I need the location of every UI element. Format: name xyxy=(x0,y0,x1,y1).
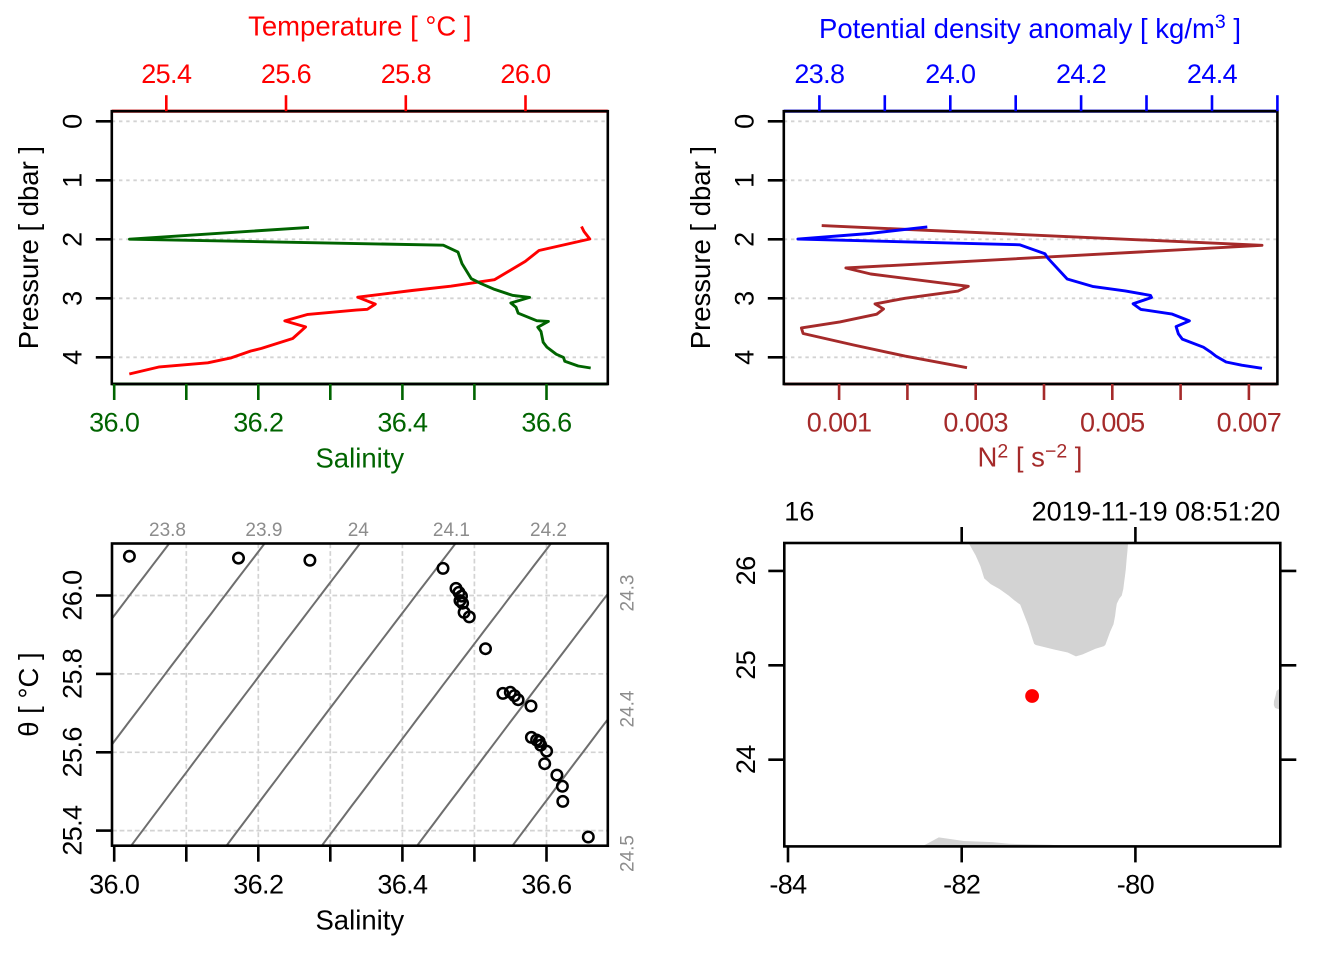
svg-text:Salinity: Salinity xyxy=(315,905,404,936)
svg-text:26: 26 xyxy=(731,556,761,585)
svg-text:2: 2 xyxy=(730,232,760,247)
svg-text:Pressure [ dbar ]: Pressure [ dbar ] xyxy=(13,146,44,349)
svg-text:24.3: 24.3 xyxy=(618,575,639,612)
svg-text:26.0: 26.0 xyxy=(500,59,550,89)
svg-text:Pressure [ dbar ]: Pressure [ dbar ] xyxy=(685,146,716,349)
svg-text:24.2: 24.2 xyxy=(1056,59,1106,89)
svg-text:23.8: 23.8 xyxy=(149,520,186,541)
svg-text:0.001: 0.001 xyxy=(807,408,872,438)
svg-text:24: 24 xyxy=(731,745,761,774)
svg-text:0.003: 0.003 xyxy=(943,408,1008,438)
svg-text:24.4: 24.4 xyxy=(618,690,639,727)
svg-text:36.4: 36.4 xyxy=(377,408,428,438)
svg-text:4: 4 xyxy=(730,350,760,365)
svg-text:23.9: 23.9 xyxy=(245,520,282,541)
svg-text:36.4: 36.4 xyxy=(377,870,428,900)
svg-text:25.6: 25.6 xyxy=(261,59,311,89)
svg-text:3: 3 xyxy=(58,291,88,306)
svg-text:26.0: 26.0 xyxy=(58,570,88,620)
svg-text:25.8: 25.8 xyxy=(58,649,88,699)
svg-text:0: 0 xyxy=(58,114,88,129)
svg-text:2019-11-19 08:51:20: 2019-11-19 08:51:20 xyxy=(1032,497,1281,527)
svg-text:23.8: 23.8 xyxy=(794,59,844,89)
svg-text:36.0: 36.0 xyxy=(89,408,139,438)
svg-text:θ [ °C ]: θ [ °C ] xyxy=(13,652,44,736)
svg-text:1: 1 xyxy=(730,173,760,188)
svg-text:25.4: 25.4 xyxy=(58,805,88,856)
svg-text:-82: -82 xyxy=(943,870,980,900)
svg-text:1: 1 xyxy=(58,173,88,188)
svg-text:3: 3 xyxy=(730,291,760,306)
svg-text:24.4: 24.4 xyxy=(1187,59,1238,89)
svg-text:Temperature [ °C ]: Temperature [ °C ] xyxy=(248,11,471,42)
svg-text:24.1: 24.1 xyxy=(433,520,470,541)
svg-text:25: 25 xyxy=(731,651,761,680)
svg-text:36.0: 36.0 xyxy=(89,870,139,900)
svg-text:36.6: 36.6 xyxy=(521,408,571,438)
svg-text:36.2: 36.2 xyxy=(233,870,283,900)
svg-text:-80: -80 xyxy=(1117,870,1154,900)
svg-text:24.2: 24.2 xyxy=(530,520,567,541)
svg-text:36.6: 36.6 xyxy=(521,870,571,900)
svg-text:25.4: 25.4 xyxy=(141,59,192,89)
svg-text:4: 4 xyxy=(58,350,88,365)
svg-text:24.5: 24.5 xyxy=(618,835,639,872)
svg-text:0.007: 0.007 xyxy=(1217,408,1282,438)
svg-text:-84: -84 xyxy=(769,870,807,900)
svg-text:N2 [ s−2 ]: N2 [ s−2 ] xyxy=(978,441,1083,473)
svg-text:16: 16 xyxy=(784,497,814,527)
svg-text:24: 24 xyxy=(348,520,370,541)
svg-text:25.8: 25.8 xyxy=(381,59,431,89)
svg-text:2: 2 xyxy=(58,232,88,247)
svg-text:0: 0 xyxy=(730,114,760,129)
svg-text:Potential density anomaly [ kg: Potential density anomaly [ kg/m3 ] xyxy=(819,11,1241,44)
svg-text:36.2: 36.2 xyxy=(233,408,283,438)
svg-text:Salinity: Salinity xyxy=(315,443,404,474)
svg-text:24.0: 24.0 xyxy=(925,59,975,89)
svg-text:25.6: 25.6 xyxy=(58,727,88,777)
svg-text:0.005: 0.005 xyxy=(1080,408,1145,438)
